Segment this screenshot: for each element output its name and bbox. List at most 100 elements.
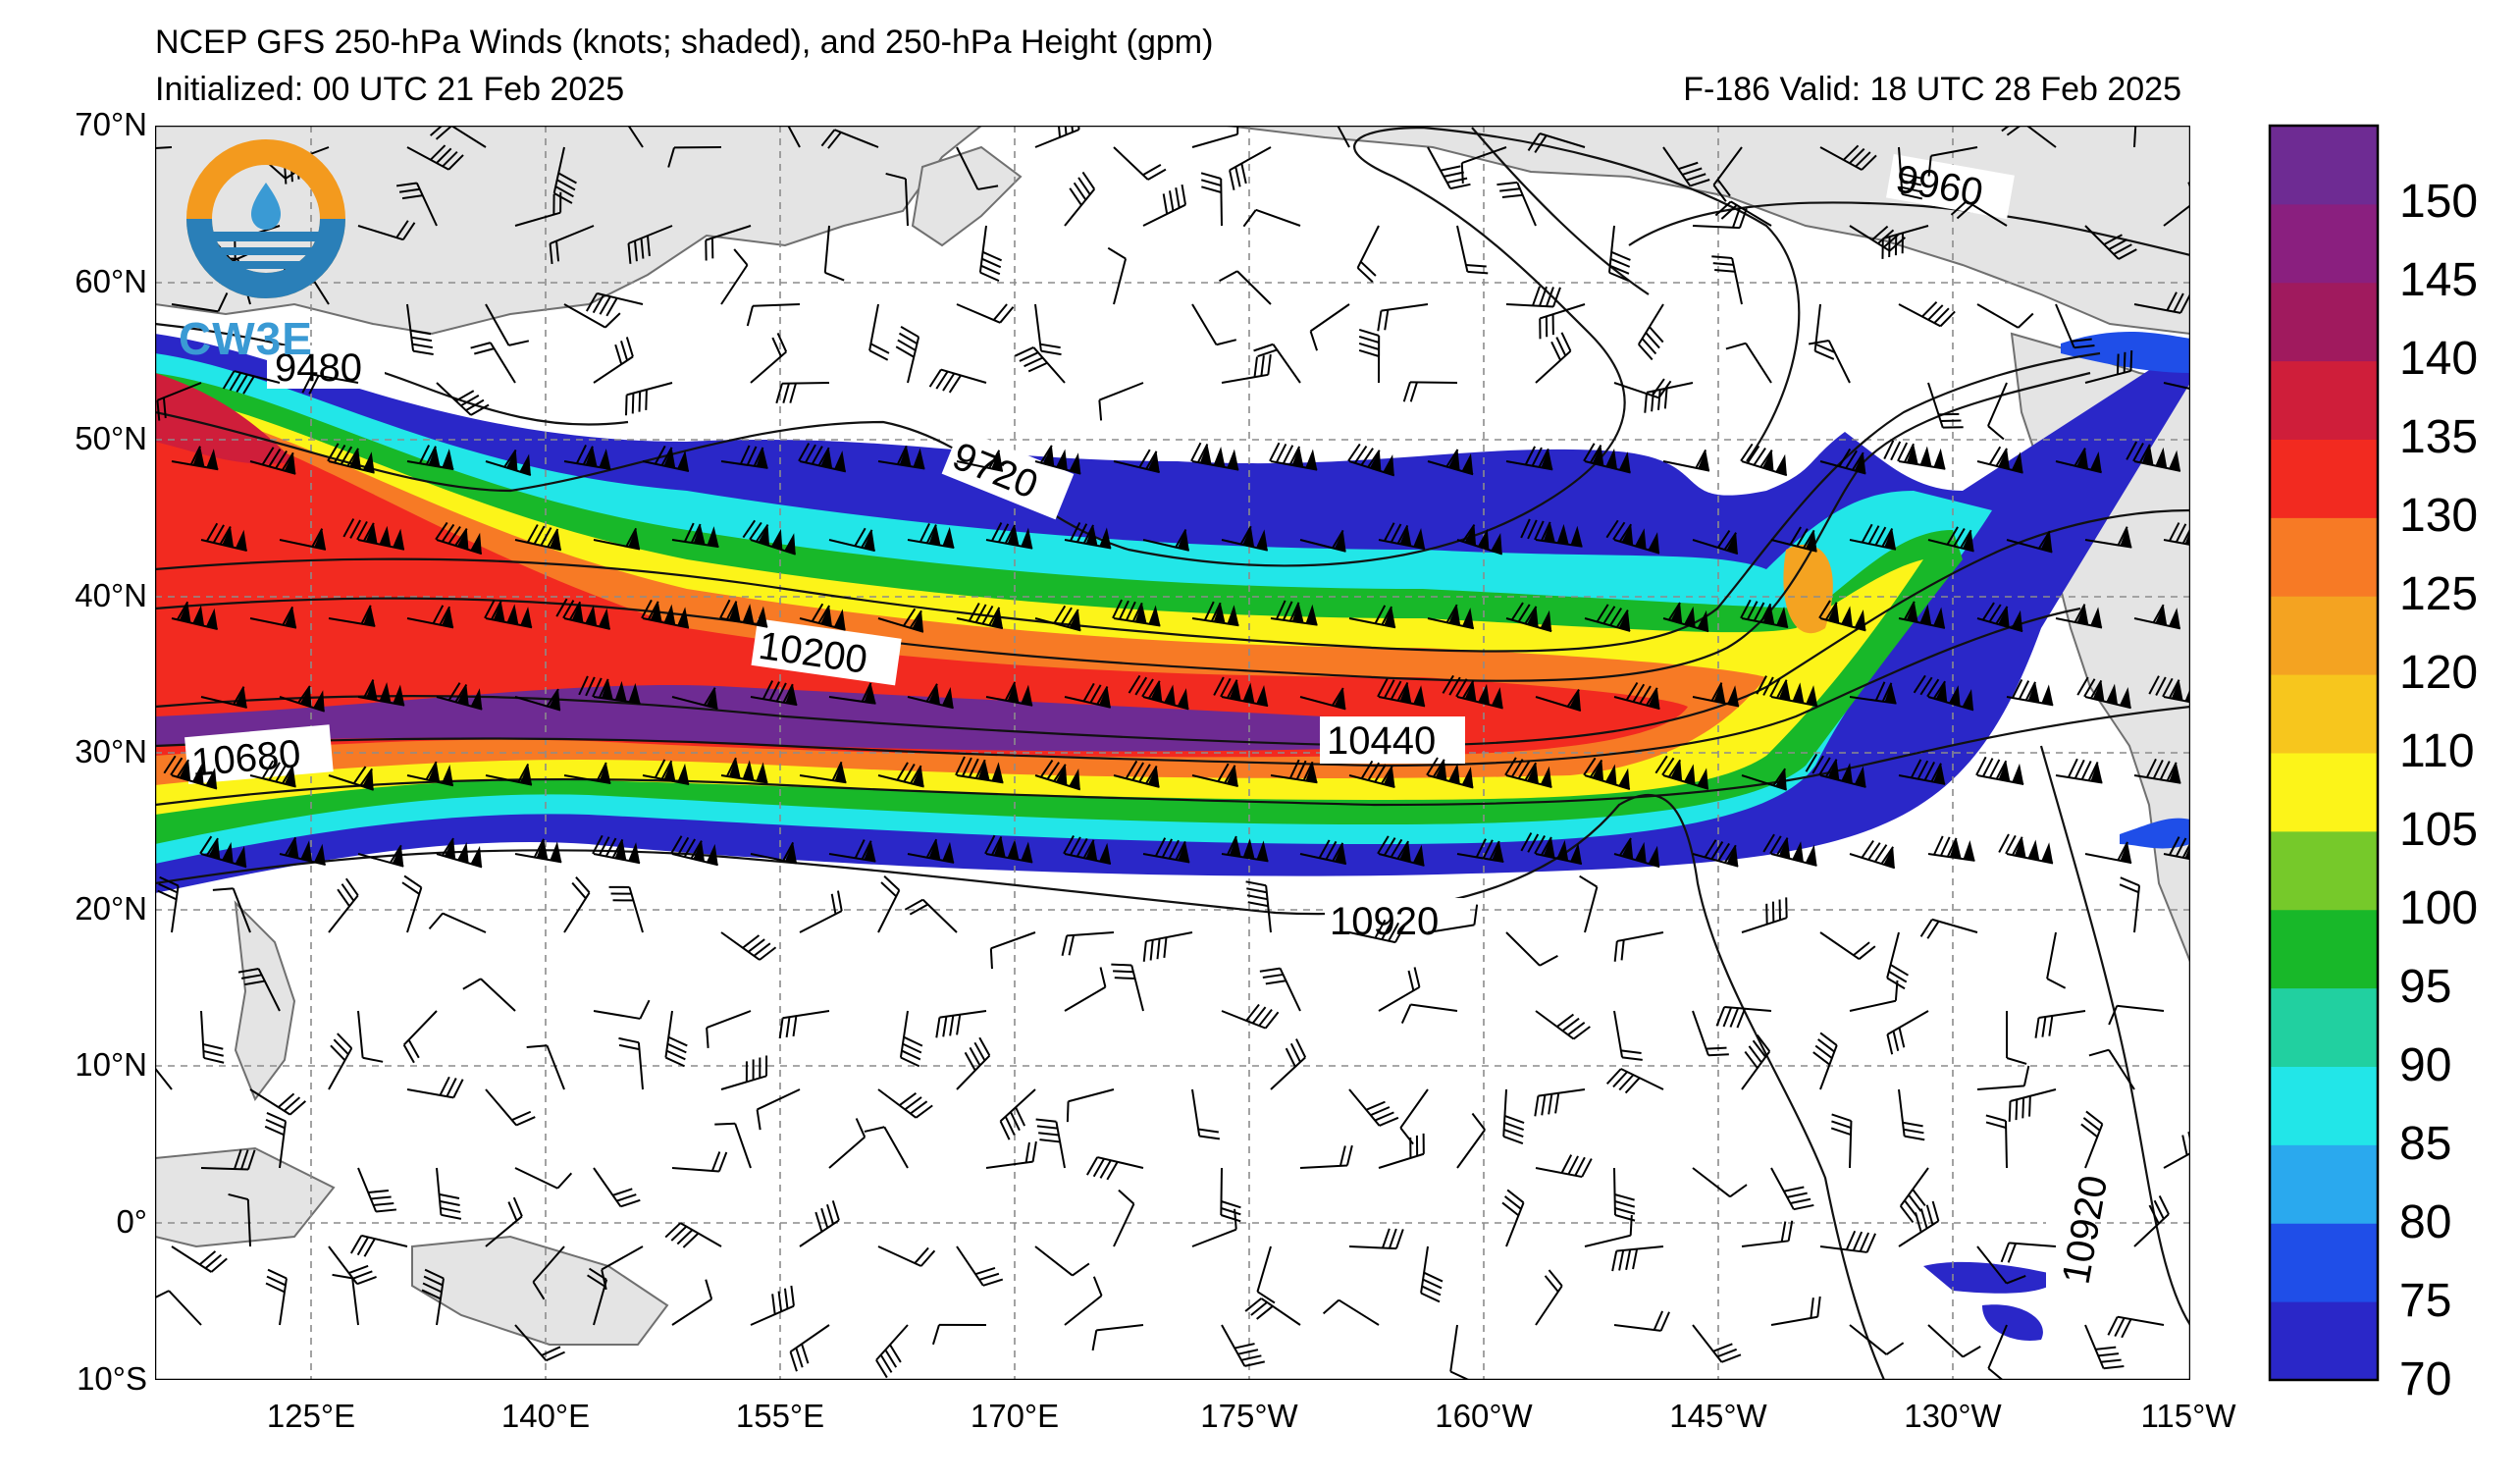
wind-barb xyxy=(720,757,768,784)
wind-barb xyxy=(1505,931,1558,967)
wind-barb xyxy=(931,1323,987,1346)
lat-lon-grid xyxy=(155,126,2190,1380)
lat-label-60n: 60°N xyxy=(75,263,147,299)
wind-barb xyxy=(955,756,1004,784)
wind-barbs xyxy=(155,126,2190,1380)
wind-barb xyxy=(1035,1118,1066,1169)
wind-barb xyxy=(877,1088,933,1119)
wind-barb xyxy=(1535,688,1582,712)
wind-barb xyxy=(1613,1310,1670,1332)
wind-barb xyxy=(1253,343,1301,384)
wind-barb xyxy=(720,445,768,469)
wind-barb xyxy=(1034,1245,1090,1277)
wind-barb xyxy=(1762,833,1817,867)
wind-barb xyxy=(1427,146,1471,190)
wind-barb xyxy=(750,333,788,384)
wind-barb xyxy=(671,1279,713,1326)
colorbar-swatch xyxy=(2270,126,2378,205)
initialized-time: Initialized: 00 UTC 21 Feb 2025 xyxy=(155,71,625,108)
lon-label-170e: 170°E xyxy=(970,1398,1060,1434)
map-title: NCEP GFS 250-hPa Winds (knots; shaded), … xyxy=(155,24,1214,61)
wind-barb xyxy=(956,1245,1004,1287)
wind-barb xyxy=(265,1268,288,1326)
wind-barb xyxy=(671,522,719,549)
wind-barb xyxy=(592,834,641,865)
wind-barb xyxy=(828,527,875,553)
height-label-10680: 10680 xyxy=(190,732,303,785)
wind-barb xyxy=(171,446,219,471)
wind-barb xyxy=(1111,963,1144,1012)
wind-barb xyxy=(985,1140,1037,1169)
wind-barb xyxy=(1064,967,1107,1012)
wind-barb xyxy=(1299,839,1347,866)
wind-barb xyxy=(1113,449,1160,474)
wind-barb xyxy=(1898,759,1946,785)
wind-barb xyxy=(593,1167,641,1208)
wind-barb xyxy=(1886,931,1909,990)
wind-barb xyxy=(1269,442,1318,471)
wind-barb xyxy=(956,303,1015,324)
wind-barb xyxy=(1740,443,1788,477)
colorbar-tick-110: 110 xyxy=(2399,725,2475,777)
jet-band-100-coast xyxy=(1783,544,1833,634)
contour-10440-b xyxy=(155,607,2081,768)
wind-barb xyxy=(907,838,955,864)
colorbar-tick-145: 145 xyxy=(2399,254,2479,306)
colorbar-tick-150: 150 xyxy=(2399,176,2479,228)
wind-barb xyxy=(1692,207,1748,230)
colorbar-tick-120: 120 xyxy=(2399,647,2479,699)
colorbar-swatch xyxy=(2270,203,2378,284)
wind-barb xyxy=(1898,300,1956,328)
wind-barb xyxy=(828,1118,866,1169)
wind-barb xyxy=(1898,601,1946,629)
wind-barb xyxy=(552,146,577,204)
wind-barb xyxy=(899,1010,923,1068)
wind-barb xyxy=(877,762,924,788)
wind-barb xyxy=(514,191,562,227)
wind-barb xyxy=(2080,1110,2104,1169)
colorbar-swatch xyxy=(2270,1223,2378,1302)
wind-barb xyxy=(1063,835,1112,865)
wind-barb xyxy=(328,605,376,627)
wind-barb xyxy=(1975,756,2024,785)
wind-barb xyxy=(1805,753,1866,788)
wind-barb xyxy=(1221,353,1272,384)
wind-barb xyxy=(264,1111,288,1169)
wind-barb xyxy=(789,1324,830,1372)
wind-barb xyxy=(1244,1298,1301,1326)
wind-barb xyxy=(1245,880,1272,933)
water-drop-icon xyxy=(251,183,281,230)
wind-barb xyxy=(1299,687,1346,711)
wind-barb xyxy=(436,682,483,711)
wind-barb xyxy=(1715,1005,1772,1029)
wind-barb xyxy=(627,225,673,264)
colorbar-swatch xyxy=(2270,1144,2378,1224)
wind-barb xyxy=(1504,757,1552,789)
wind-barb xyxy=(978,225,1003,283)
wind-barb xyxy=(907,522,955,549)
colorbar-swatch xyxy=(2270,830,2378,911)
wind-barb xyxy=(332,1273,359,1326)
wind-barb xyxy=(1662,146,1710,187)
wind-barb xyxy=(1270,759,1318,784)
wind-barb xyxy=(956,602,1004,630)
wind-barb xyxy=(1061,931,1115,956)
wind-barb xyxy=(485,1088,536,1127)
wind-barb xyxy=(349,1234,408,1257)
wind-barb xyxy=(249,606,297,629)
wind-barb xyxy=(563,762,611,785)
wind-barb xyxy=(1034,445,1081,475)
colorbar-swatch xyxy=(2270,987,2378,1067)
wind-barb xyxy=(1426,757,1474,789)
wind-barb xyxy=(1505,286,1561,308)
wind-barb xyxy=(249,1088,307,1116)
colorbar-tick-75: 75 xyxy=(2399,1275,2452,1327)
wind-barb xyxy=(904,898,958,933)
wind-barb xyxy=(163,755,218,790)
wind-barb xyxy=(171,292,229,313)
wind-barb xyxy=(671,687,718,711)
wind-barb xyxy=(828,839,876,863)
wind-barb xyxy=(775,382,830,404)
wind-barb xyxy=(877,445,925,470)
wind-barb xyxy=(1927,146,1978,177)
